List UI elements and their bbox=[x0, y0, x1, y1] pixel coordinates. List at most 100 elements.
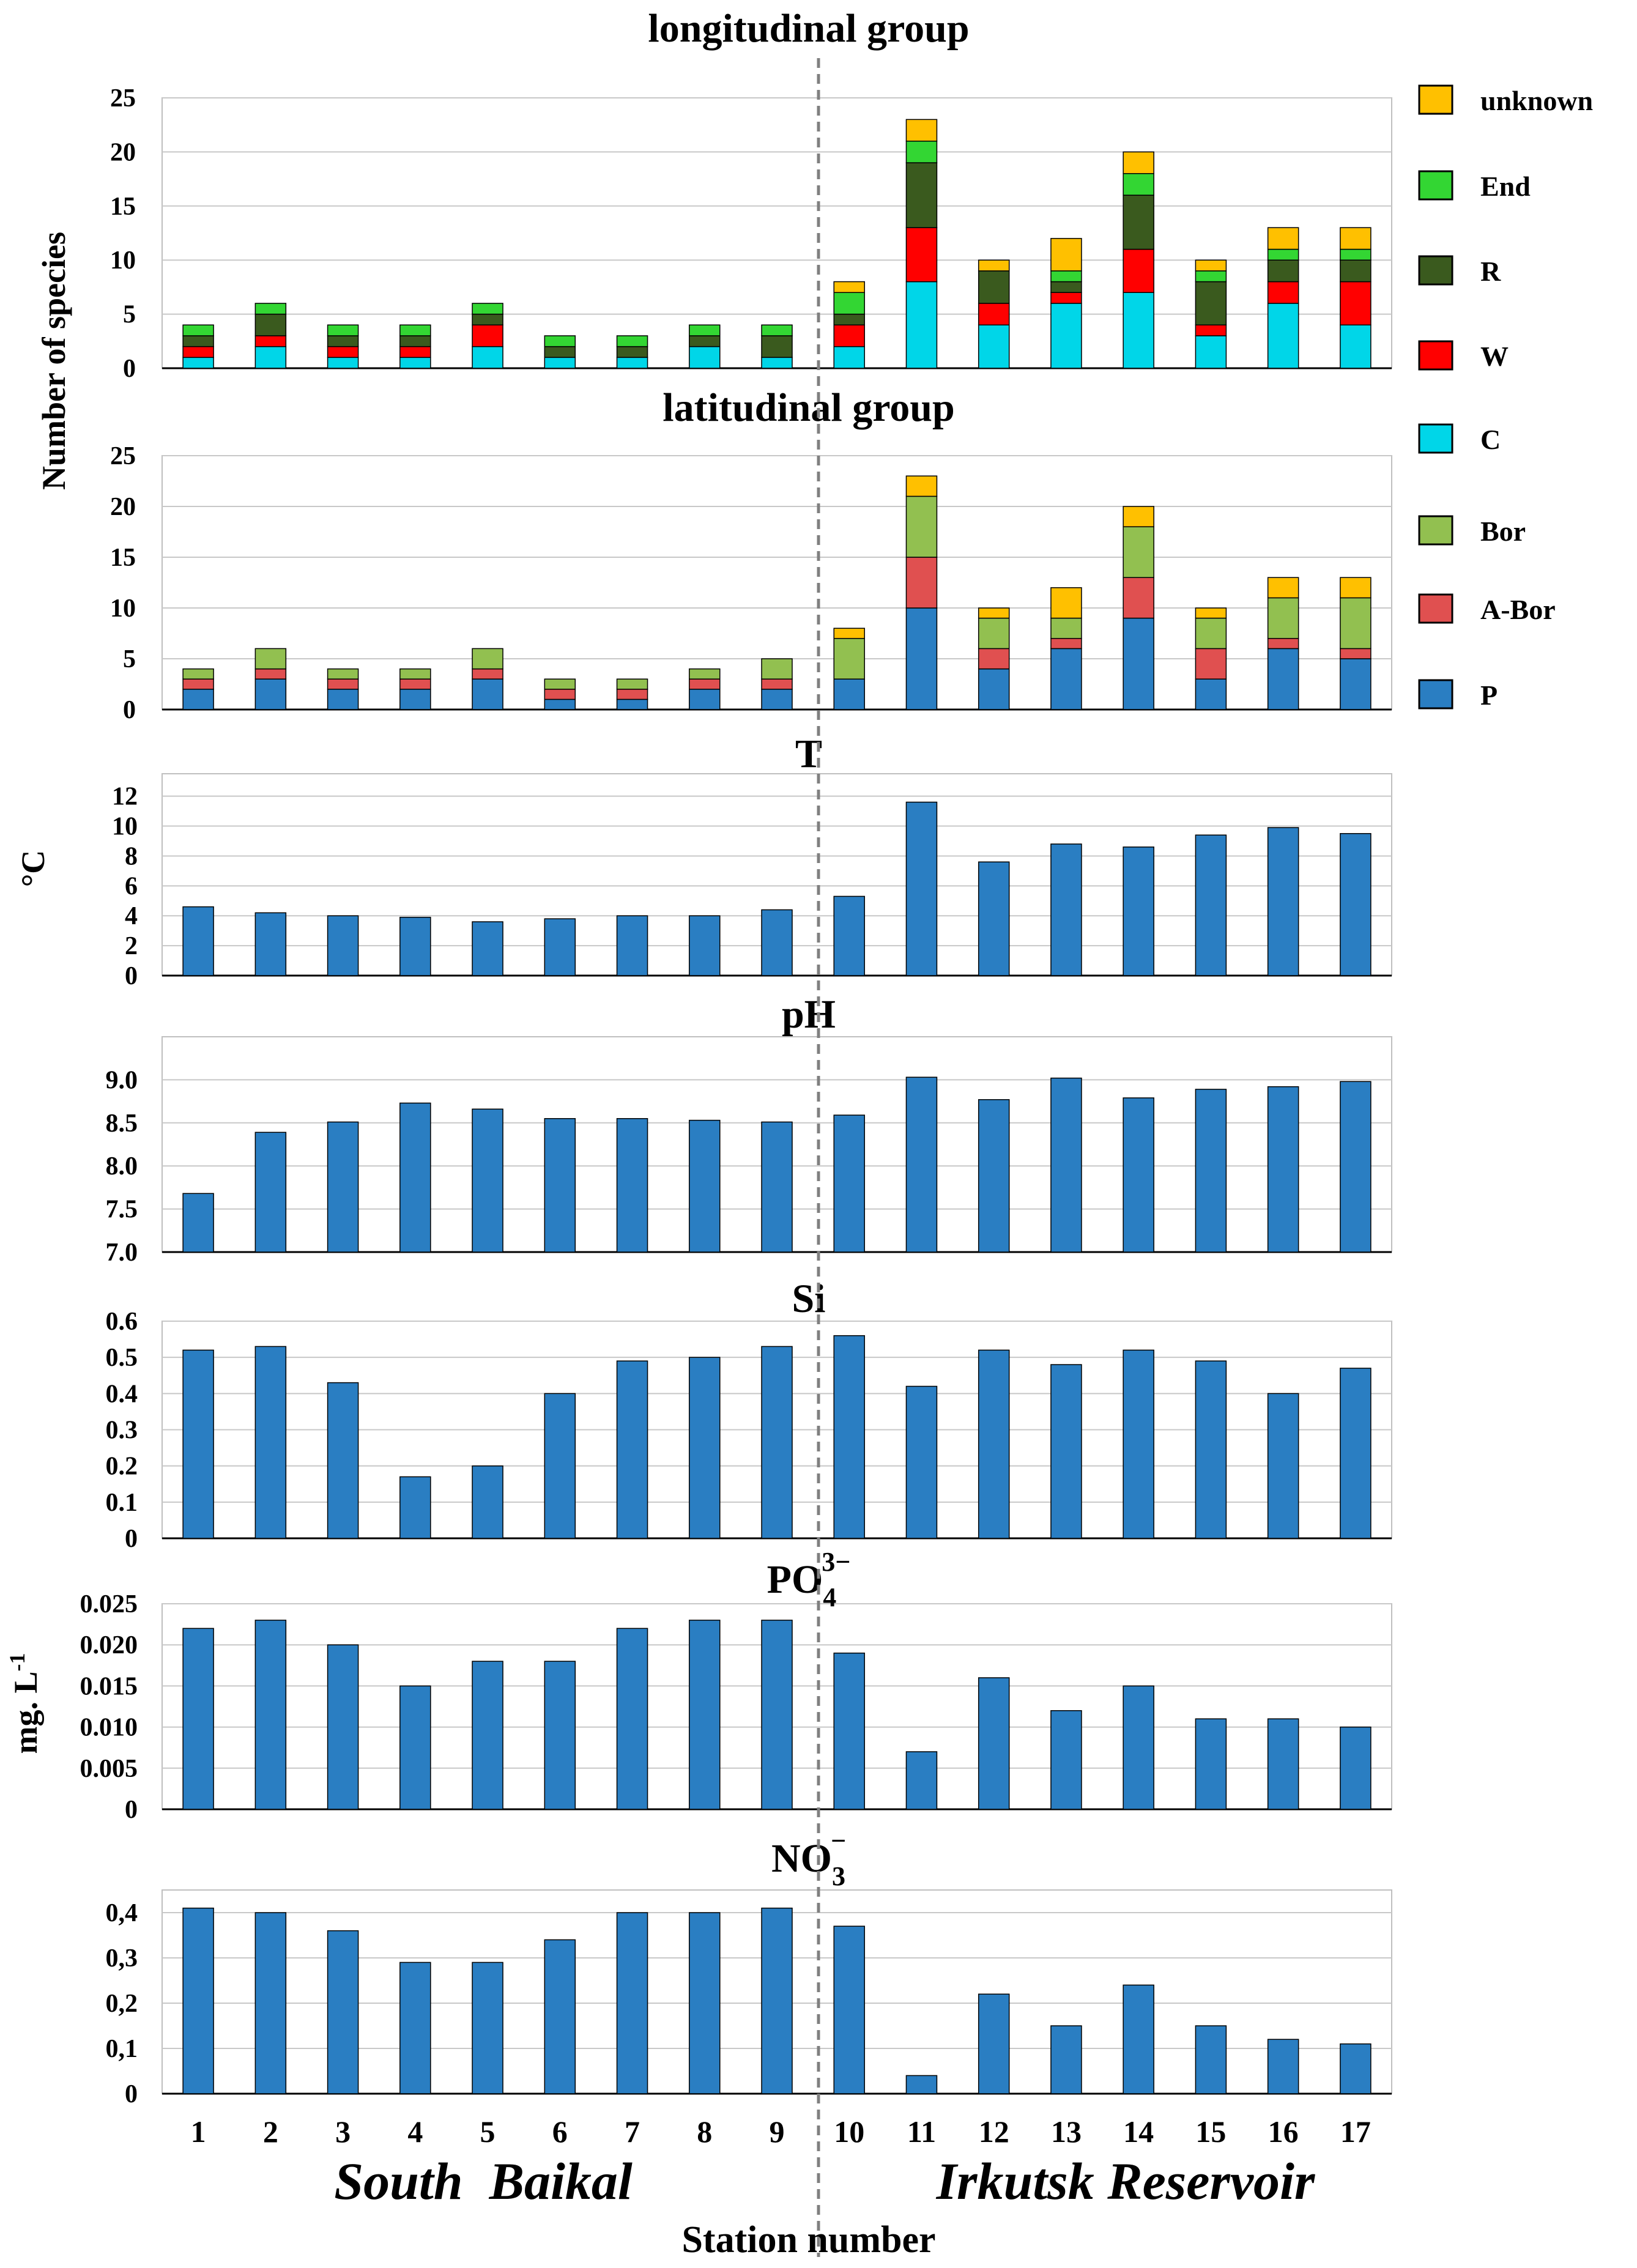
bar-segment-a-bor-station-14 bbox=[1123, 577, 1154, 619]
bar-segment-p-station-4 bbox=[399, 689, 431, 710]
bar-segment-c-station-8 bbox=[689, 346, 721, 369]
legend-label-p: P bbox=[1480, 680, 1498, 711]
bar-segment-c-station-13 bbox=[1050, 303, 1082, 369]
bar-segment-p-station-6 bbox=[544, 699, 576, 710]
bar-segment-w-station-10 bbox=[833, 324, 865, 347]
station-tick-label: 9 bbox=[770, 2114, 785, 2149]
panel-title-latitudinal: latitudinal group bbox=[663, 385, 954, 430]
bar-segment-end-station-2 bbox=[254, 303, 287, 315]
bar-T-station-4 bbox=[399, 916, 431, 976]
bar-segment-p-station-17 bbox=[1340, 658, 1372, 710]
bar-T-station-14 bbox=[1123, 847, 1154, 976]
bar-PO4-station-11 bbox=[905, 1751, 938, 1810]
bar-segment-unknown-station-11 bbox=[905, 119, 938, 142]
bar-segment-c-station-7 bbox=[616, 357, 648, 369]
panel-title-subscript: 4 bbox=[823, 1582, 836, 1612]
y-tick-label: 0.1 bbox=[106, 1489, 138, 1517]
bar-segment-bor-station-5 bbox=[472, 648, 503, 670]
panel-title-superscript: − bbox=[831, 1826, 846, 1856]
bar-segment-p-station-9 bbox=[761, 689, 793, 710]
panel-title-PO4: PO4 3− bbox=[767, 1547, 851, 1612]
bar-segment-bor-station-3 bbox=[327, 668, 359, 680]
panel-title-longitudinal: longitudinal group bbox=[648, 6, 969, 51]
bar-segment-c-station-11 bbox=[905, 281, 938, 369]
bar-NO3-station-3 bbox=[327, 1930, 359, 2094]
station-tick-label: 1 bbox=[191, 2114, 206, 2149]
y-tick-label: 8 bbox=[125, 842, 138, 870]
bar-segment-end-station-5 bbox=[472, 303, 503, 315]
bar-segment-p-station-3 bbox=[327, 689, 359, 710]
station-tick-label: 15 bbox=[1195, 2114, 1226, 2149]
bar-pH-station-3 bbox=[327, 1121, 359, 1253]
bar-NO3-station-11 bbox=[905, 2075, 938, 2094]
bar-pH-station-4 bbox=[399, 1102, 431, 1253]
bar-NO3-station-10 bbox=[833, 1925, 865, 2094]
bar-segment-p-station-13 bbox=[1050, 648, 1082, 710]
bar-segment-bor-station-12 bbox=[978, 617, 1010, 650]
region-label-irkutsk-reservoir: Irkutsk Reservoir bbox=[936, 2152, 1316, 2211]
bar-segment-unknown-station-17 bbox=[1340, 227, 1372, 250]
legend-label-unknown: unknown bbox=[1480, 85, 1593, 116]
panel-title-text: Si bbox=[792, 1277, 825, 1321]
bar-segment-bor-station-9 bbox=[761, 658, 793, 680]
bar-segment-a-bor-station-17 bbox=[1340, 648, 1372, 659]
bar-T-station-5 bbox=[472, 921, 503, 976]
bar-PO4-station-17 bbox=[1340, 1726, 1372, 1810]
bar-segment-w-station-3 bbox=[327, 346, 359, 358]
bar-PO4-station-14 bbox=[1123, 1685, 1154, 1810]
y-label-concentration-superscript: -1 bbox=[5, 1653, 29, 1672]
legend-swatch-unknown bbox=[1418, 84, 1453, 115]
bar-pH-station-17 bbox=[1340, 1081, 1372, 1253]
bar-segment-w-station-4 bbox=[399, 346, 431, 358]
station-tick-label: 7 bbox=[625, 2114, 640, 2149]
bar-PO4-station-9 bbox=[761, 1620, 793, 1810]
bar-segment-c-station-17 bbox=[1340, 324, 1372, 369]
bar-T-station-16 bbox=[1267, 827, 1299, 976]
legend-swatch-c bbox=[1418, 423, 1453, 454]
panel-title-Si: Si bbox=[792, 1277, 825, 1321]
bar-segment-p-station-8 bbox=[689, 689, 721, 710]
legend-swatch-a-bor bbox=[1418, 593, 1453, 624]
bar-segment-c-station-10 bbox=[833, 346, 865, 369]
bar-Si-station-12 bbox=[978, 1349, 1010, 1539]
panel-NO3: 0 0,1 0,2 0,3 0,4 NO3 − bbox=[106, 1826, 1392, 2108]
bar-segment-c-station-16 bbox=[1267, 303, 1299, 369]
bar-segment-bor-station-4 bbox=[399, 668, 431, 680]
bar-segment-a-bor-station-6 bbox=[544, 689, 576, 700]
bar-segment-bor-station-13 bbox=[1050, 617, 1082, 639]
bar-segment-r-station-9 bbox=[761, 335, 793, 358]
y-tick-label: 0.3 bbox=[106, 1417, 138, 1445]
bar-PO4-station-16 bbox=[1267, 1718, 1299, 1810]
y-tick-label: 8.0 bbox=[106, 1152, 138, 1180]
bar-segment-a-bor-station-2 bbox=[254, 668, 287, 680]
bar-pH-station-10 bbox=[833, 1114, 865, 1253]
bar-pH-station-11 bbox=[905, 1077, 938, 1253]
bar-segment-c-station-2 bbox=[254, 346, 287, 369]
legend-swatch-p bbox=[1418, 679, 1453, 710]
panel-title-superscript: 3− bbox=[822, 1547, 850, 1577]
panel-title-text: NO bbox=[771, 1836, 832, 1881]
bar-Si-station-10 bbox=[833, 1335, 865, 1539]
bar-segment-end-station-11 bbox=[905, 140, 938, 163]
bar-pH-station-8 bbox=[689, 1119, 721, 1253]
station-tick-label: 4 bbox=[407, 2114, 423, 2149]
bar-segment-p-station-5 bbox=[472, 678, 503, 710]
y-tick-label: 25 bbox=[110, 84, 136, 113]
bar-segment-end-station-3 bbox=[327, 324, 359, 336]
bar-Si-station-11 bbox=[905, 1385, 938, 1539]
bar-NO3-station-15 bbox=[1195, 2025, 1227, 2094]
y-tick-label: 15 bbox=[110, 544, 136, 572]
bar-PO4-station-2 bbox=[254, 1620, 287, 1810]
bar-Si-station-4 bbox=[399, 1476, 431, 1539]
bar-segment-unknown-station-11 bbox=[905, 475, 938, 497]
bar-segment-w-station-15 bbox=[1195, 324, 1227, 336]
y-label-concentration: mg. L-1 bbox=[5, 1653, 44, 1754]
panel-title-subscript: 3 bbox=[832, 1861, 845, 1891]
bar-segment-end-station-15 bbox=[1195, 270, 1227, 283]
station-axis: 1 2 3 4 5 6 7 8 9 10 11 12 13 14 15 16 17 bbox=[191, 2114, 1371, 2149]
bar-segment-c-station-5 bbox=[472, 346, 503, 369]
bar-pH-station-9 bbox=[761, 1121, 793, 1253]
x-axis-label: Station number bbox=[681, 2219, 935, 2261]
y-tick-label: 0.020 bbox=[80, 1631, 138, 1659]
y-tick-label: 0,1 bbox=[106, 2035, 138, 2063]
